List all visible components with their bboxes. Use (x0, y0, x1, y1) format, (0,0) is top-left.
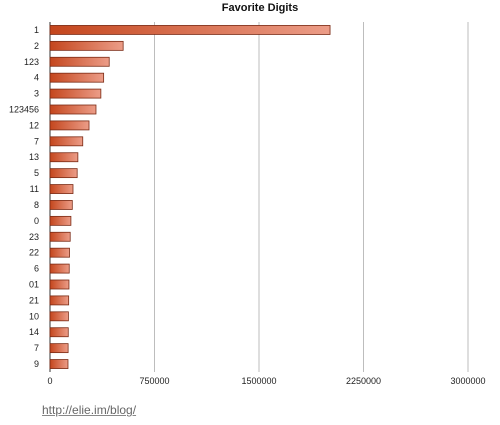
bar (49, 136, 84, 147)
bar (49, 215, 72, 226)
category-label: 9 (34, 359, 39, 369)
x-tick-label: 750000 (139, 376, 169, 386)
bar (49, 200, 73, 210)
bar (49, 184, 74, 194)
category-label: 5 (34, 168, 39, 178)
bar (49, 295, 70, 306)
bar (49, 72, 105, 83)
category-label: 8 (34, 200, 39, 210)
bar (49, 279, 70, 290)
category-label: 13 (29, 152, 39, 162)
category-label: 2 (34, 41, 39, 51)
category-label: 22 (29, 248, 39, 258)
bar (49, 168, 78, 179)
x-tick-label: 3000000 (450, 376, 485, 386)
bar (49, 25, 331, 35)
bar (49, 88, 102, 99)
category-label: 7 (34, 343, 39, 353)
bar (49, 327, 69, 338)
category-label: 7 (34, 136, 39, 146)
category-label: 21 (29, 295, 39, 305)
category-label: 01 (29, 280, 39, 290)
bar (49, 311, 69, 322)
category-label: 14 (29, 327, 39, 337)
chart-title: Favorite Digits (222, 2, 298, 14)
category-label: 10 (29, 311, 39, 321)
category-label: 6 (34, 264, 39, 274)
bar (49, 120, 90, 131)
bar (49, 231, 71, 242)
bar (49, 56, 110, 67)
bar (49, 359, 69, 369)
bar (49, 263, 70, 274)
bar (49, 343, 69, 354)
category-label: 12 (29, 120, 39, 130)
bar-layer (49, 25, 331, 369)
category-label: 3 (34, 89, 39, 99)
x-tick-label: 2250000 (346, 376, 381, 386)
blog-link[interactable]: http://elie.im/blog/ (42, 403, 137, 417)
bar (49, 247, 70, 258)
bar (49, 40, 124, 51)
category-label: 4 (34, 73, 39, 83)
x-tick-label: 0 (47, 376, 52, 386)
category-label: 11 (30, 184, 39, 194)
category-label: 1 (34, 25, 39, 35)
category-label: 0 (34, 216, 39, 226)
category-label: 23 (29, 232, 39, 242)
category-label: 123 (24, 57, 39, 67)
x-tick-label: 1500000 (241, 376, 276, 386)
bar (49, 104, 97, 115)
grid-layer (49, 22, 469, 372)
bar (49, 152, 79, 163)
category-label: 123456 (9, 105, 39, 115)
favorite-digits-chart: Favorite Digits 121234312345612713511802… (9, 2, 486, 386)
tick-label-layer: 0 750000 1500000 2250000 3000000 (47, 376, 485, 386)
